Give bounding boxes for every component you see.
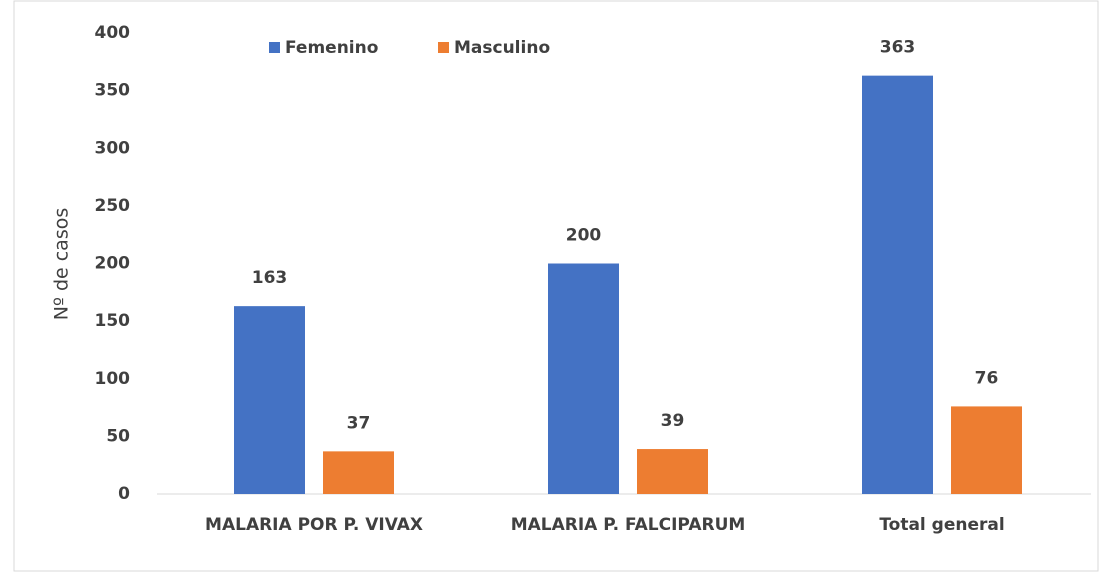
- bar: [951, 406, 1022, 494]
- legend-swatch: [269, 42, 280, 53]
- data-label: 37: [347, 413, 371, 433]
- data-label: 200: [566, 226, 602, 246]
- legend-swatch: [438, 42, 449, 53]
- y-axis-title: Nº de casos: [51, 208, 73, 321]
- chart-frame: [13, 0, 1099, 572]
- data-label: 163: [252, 268, 288, 288]
- data-label: 363: [880, 38, 916, 58]
- bar: [637, 449, 708, 494]
- y-tick-label: 300: [95, 138, 131, 158]
- legend-label: Femenino: [285, 38, 378, 58]
- x-tick-label: MALARIA POR P. VIVAX: [205, 515, 423, 535]
- bar: [862, 75, 933, 494]
- x-tick-label: Total general: [879, 515, 1004, 535]
- legend-label: Masculino: [454, 38, 550, 58]
- y-tick-label: 250: [95, 196, 131, 216]
- x-tick-label: MALARIA P. FALCIPARUM: [511, 515, 746, 535]
- y-tick-label: 0: [118, 484, 130, 504]
- bar: [234, 306, 305, 494]
- y-tick-label: 350: [95, 81, 131, 101]
- y-tick-label: 150: [95, 311, 131, 331]
- y-tick-label: 200: [95, 254, 131, 274]
- y-tick-label: 50: [106, 426, 130, 446]
- bar: [548, 263, 619, 494]
- y-tick-label: 400: [95, 23, 131, 43]
- bar: [323, 451, 394, 494]
- y-tick-label: 100: [95, 369, 131, 389]
- data-label: 76: [975, 368, 999, 388]
- data-label: 39: [661, 411, 685, 431]
